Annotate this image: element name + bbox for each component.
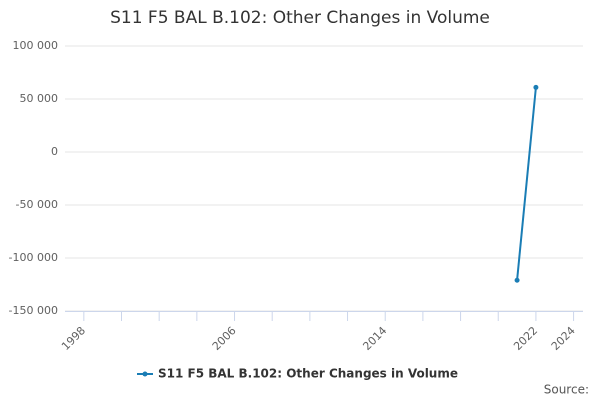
legend-label: S11 F5 BAL B.102: Other Changes in Volum…: [158, 367, 458, 381]
x-tick-label: 2022: [511, 324, 540, 353]
line: [516, 87, 537, 281]
y-tick-label: -100 000: [9, 251, 58, 264]
y-tick-label: 50 000: [20, 92, 59, 105]
point: [533, 84, 539, 90]
x-tick-label: 2014: [360, 324, 389, 353]
point: [514, 277, 520, 283]
y-tick-label: -150 000: [9, 304, 58, 317]
y-tick-label: 100 000: [13, 39, 59, 52]
y-tick-label: -50 000: [16, 198, 58, 211]
y-tick-label: 0: [51, 145, 58, 158]
chart-title: S11 F5 BAL B.102: Other Changes in Volum…: [110, 8, 490, 28]
x-tick-label: 2006: [210, 324, 239, 353]
legend-marker: [142, 371, 148, 377]
source: Source:: [544, 383, 589, 397]
x-tick-label: 1998: [59, 324, 88, 353]
x-tick-label: 2024: [549, 324, 578, 353]
